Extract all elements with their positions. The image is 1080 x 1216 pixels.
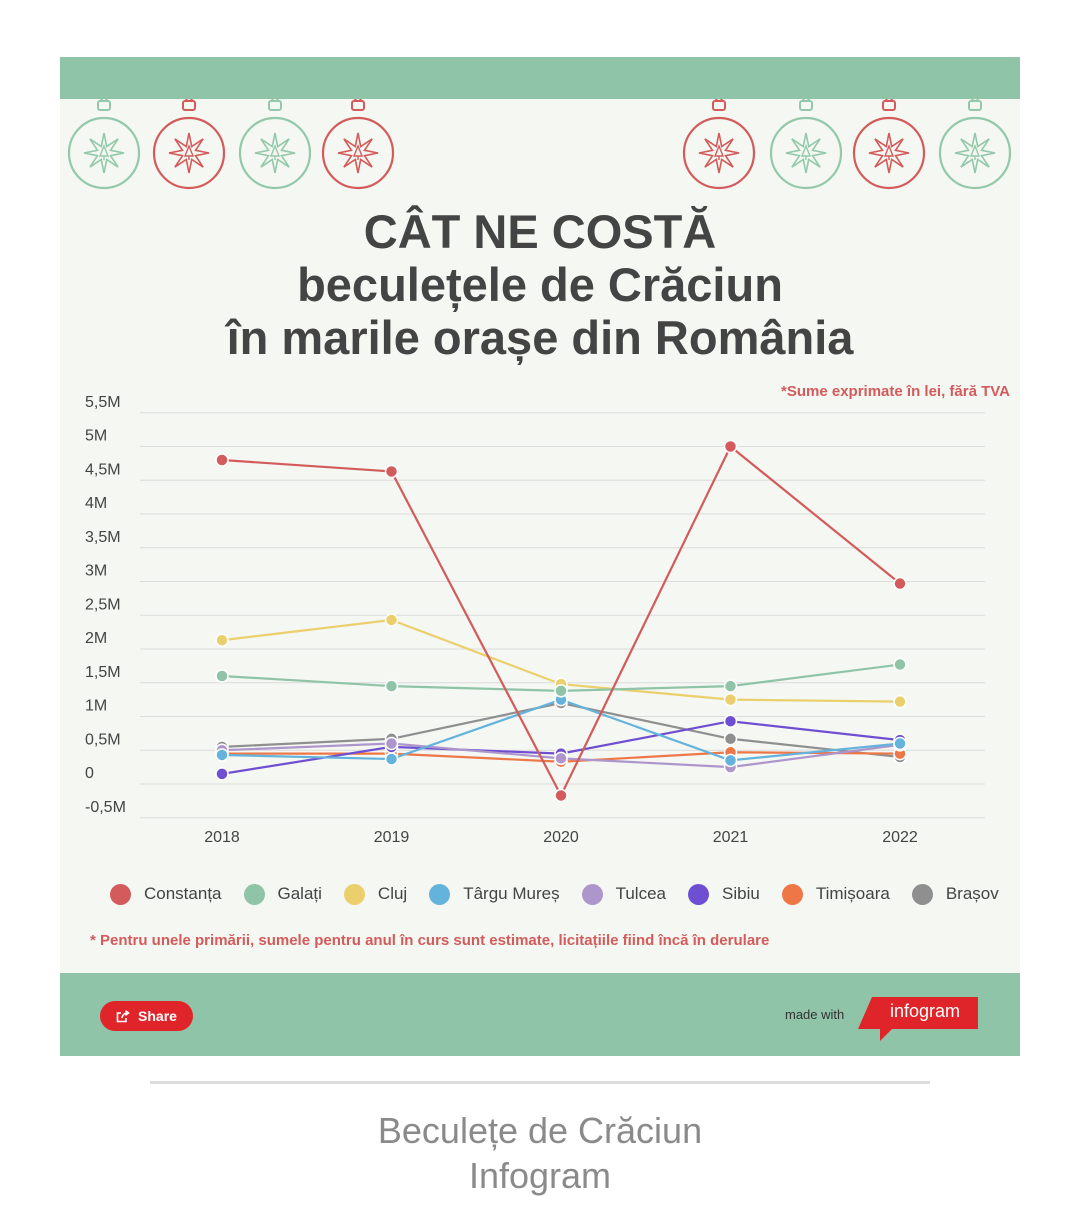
y-tick-label: 4M	[85, 495, 107, 512]
title-line-2: beculețele de Crăciun	[297, 258, 783, 311]
y-tick-label: 0,5M	[85, 731, 121, 748]
legend-swatch	[688, 883, 709, 905]
infogram-logo-icon[interactable]	[858, 997, 980, 1043]
data-point[interactable]	[723, 439, 738, 454]
y-tick-label: -0,5M	[85, 799, 126, 816]
data-point[interactable]	[384, 736, 399, 751]
title-line-3: în marile orașe din România	[226, 311, 854, 364]
green-ornament-icon	[238, 99, 312, 190]
ornaments-decoration	[67, 99, 1012, 190]
data-point[interactable]	[384, 613, 399, 627]
made-with-text: made with	[785, 1007, 845, 1022]
legend-item[interactable]: Sibiu	[688, 883, 760, 905]
line-chart: -0,5M 0 0,5M 1M 1,5M 2M 2,5M 3M 3,5M 4M 4,5M 5M 5,5M…	[85, 394, 985, 846]
title-line-1: CÂT NE COSTĂ	[363, 205, 717, 258]
red-ornament-icon	[852, 99, 926, 190]
header-bar	[60, 57, 1020, 99]
red-ornament-icon	[682, 99, 756, 190]
data-point[interactable]	[723, 679, 738, 693]
legend-label: Tulcea	[615, 884, 666, 903]
y-tick-label: 3M	[85, 563, 107, 580]
caption-line-1: Beculețe de Crăciun	[377, 1110, 703, 1151]
y-tick-label: 3,5M	[85, 529, 121, 546]
y-tick-label: 0	[85, 765, 94, 782]
legend-label: Constanța	[144, 884, 222, 903]
data-point[interactable]	[893, 736, 907, 751]
legend-label: Sibiu	[722, 884, 760, 903]
legend-swatch	[243, 883, 265, 905]
legend-item[interactable]: Brașov	[911, 883, 999, 905]
data-point[interactable]	[554, 751, 568, 766]
data-point[interactable]	[723, 753, 738, 768]
chart-legend: Constanța Galați Cluj Târgu Mureș Tulcea Sibi…	[110, 879, 1010, 909]
legend-swatch	[781, 883, 803, 905]
caption-line-2: Infogram	[468, 1155, 612, 1196]
green-ornament-icon	[67, 99, 141, 190]
data-point[interactable]	[893, 576, 907, 591]
data-point[interactable]	[554, 788, 568, 803]
legend-label: Cluj	[377, 884, 408, 903]
infogram-brand-text: infogram	[890, 1001, 961, 1021]
legend-swatch	[110, 883, 131, 905]
legend-swatch	[429, 883, 451, 905]
data-point[interactable]	[384, 752, 399, 766]
y-tick-label: 2,5M	[85, 596, 121, 613]
green-ornament-icon	[938, 99, 1012, 190]
x-tick-label: 2019	[374, 829, 410, 846]
data-point[interactable]	[384, 464, 399, 479]
legend-label: Târgu Mureș	[463, 884, 560, 903]
legend-item[interactable]: Târgu Mureș	[429, 883, 560, 905]
y-tick-label: 1,5M	[85, 664, 121, 681]
red-ornament-icon	[321, 99, 395, 190]
image-caption: Beculețe de Crăciun Infogram	[0, 1108, 1080, 1198]
currency-note: *Sume exprimate în lei, fără TVA	[781, 383, 1010, 400]
divider	[150, 1081, 930, 1084]
legend-item[interactable]: Timișoara	[781, 883, 890, 905]
legend-swatch	[911, 883, 933, 905]
legend-item[interactable]: Tulcea	[581, 883, 666, 905]
infographic-card: CÂT NE COSTĂ beculețele de Crăciun în ma…	[60, 57, 1020, 1056]
data-point[interactable]	[723, 714, 738, 728]
estimate-footnote: * Pentru unele primării, sumele pentru a…	[90, 932, 770, 949]
legend-swatch	[581, 883, 603, 905]
legend-label: Brașov	[945, 884, 999, 903]
legend-item[interactable]: Constanța	[110, 883, 222, 905]
y-tick-label: 5,5M	[85, 394, 121, 411]
y-tick-label: 1M	[85, 698, 107, 715]
y-tick-label: 2M	[85, 630, 107, 647]
data-point[interactable]	[723, 692, 738, 707]
data-point[interactable]	[215, 767, 229, 781]
legend-item[interactable]: Galați	[243, 883, 322, 905]
x-tick-label: 2021	[713, 829, 749, 846]
share-label: Share	[138, 1008, 177, 1024]
share-button[interactable]: Share	[100, 1001, 193, 1031]
footer-bar: Share made with infogram	[60, 973, 1020, 1056]
legend-label: Galați	[277, 884, 322, 903]
y-tick-label: 4,5M	[85, 461, 121, 478]
x-tick-label: 2022	[882, 829, 918, 846]
data-point[interactable]	[554, 684, 568, 698]
green-ornament-icon	[769, 99, 843, 190]
y-tick-label: 5M	[85, 428, 107, 445]
data-point[interactable]	[215, 453, 229, 467]
red-ornament-icon	[152, 99, 226, 190]
x-tick-label: 2018	[204, 829, 240, 846]
data-point[interactable]	[215, 669, 229, 683]
data-point[interactable]	[723, 732, 738, 746]
legend-label: Timișoara	[815, 884, 890, 903]
series-line	[221, 444, 901, 798]
chart-title: CÂT NE COSTĂ beculețele de Crăciun în ma…	[60, 205, 1020, 364]
share-icon	[116, 1009, 130, 1022]
legend-swatch	[343, 883, 365, 905]
data-point[interactable]	[893, 694, 907, 709]
data-point[interactable]	[893, 657, 907, 672]
data-point[interactable]	[215, 748, 229, 762]
data-point[interactable]	[384, 679, 399, 693]
legend-item[interactable]: Cluj	[343, 883, 408, 905]
data-point[interactable]	[215, 633, 229, 647]
x-tick-label: 2020	[543, 829, 579, 846]
